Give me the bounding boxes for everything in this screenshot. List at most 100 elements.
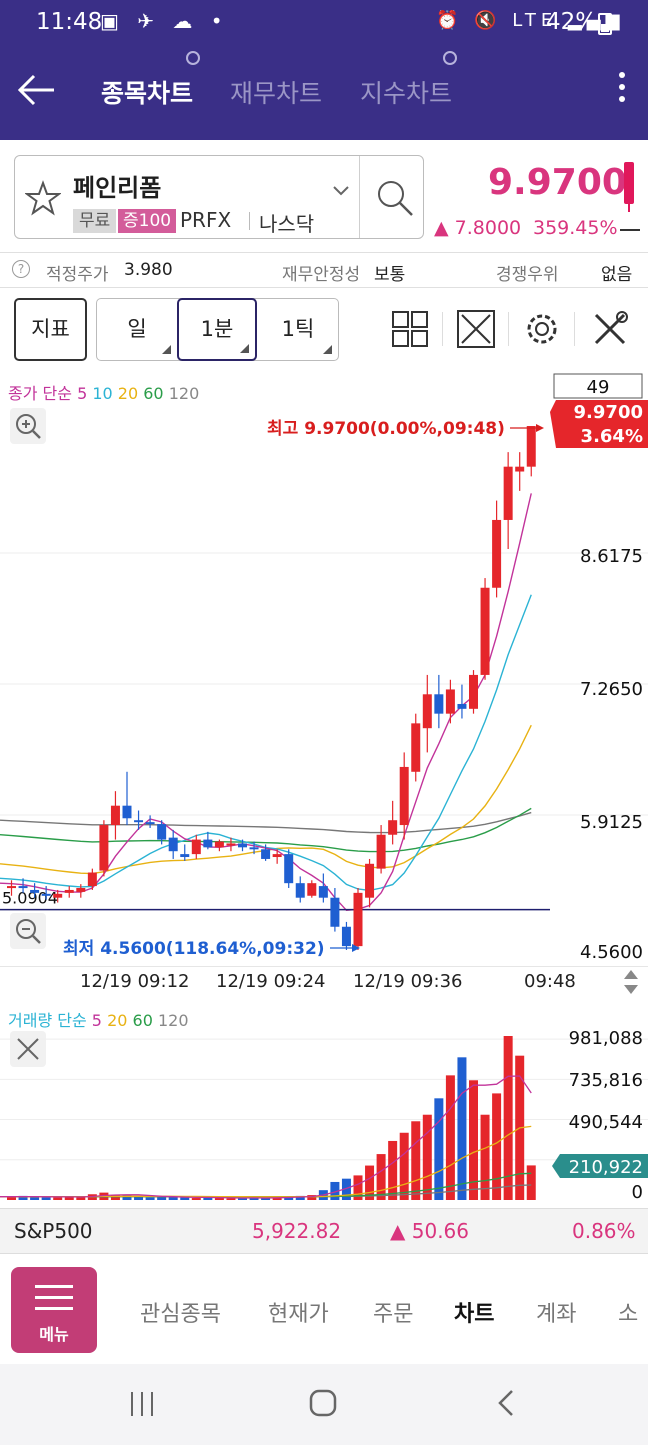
candle-body	[469, 674, 478, 709]
legend-ma60: 60	[132, 1011, 153, 1030]
tools-icon[interactable]	[590, 309, 630, 349]
chevron-down-icon[interactable]	[333, 186, 349, 196]
zoom-out-icon	[16, 919, 41, 944]
back-icon[interactable]	[494, 1388, 518, 1418]
price-ma-legend[interactable]: 종가 단순 5 10 20 60 120	[8, 380, 199, 404]
nav-order[interactable]: 주문	[373, 1302, 414, 1327]
favorite-star-icon[interactable]	[25, 180, 61, 216]
period-1min-button[interactable]: 1분	[177, 298, 257, 361]
more-menu-icon[interactable]	[610, 68, 634, 112]
volume-bar	[7, 1196, 16, 1200]
back-arrow-icon[interactable]	[14, 68, 58, 112]
price-candle-icon	[624, 162, 634, 204]
close-icon	[17, 1038, 39, 1060]
volume-y-tick-label: 490,544	[569, 1112, 643, 1133]
home-icon[interactable]	[308, 1388, 338, 1418]
volume-y-tick-label: 0	[632, 1182, 643, 1203]
candle-body	[180, 854, 190, 858]
volume-bar	[457, 1057, 467, 1200]
nav-current-price[interactable]: 현재가	[268, 1302, 329, 1327]
ma60-line	[0, 807, 532, 853]
candle-body	[30, 889, 40, 893]
index-value: 5,922.82	[252, 1219, 342, 1243]
index-ticker-bar[interactable]: S&P500 5,922.82 ▲ 50.66 0.86%	[0, 1208, 648, 1254]
legend-ma120: 120	[157, 1011, 189, 1030]
menu-button[interactable]: 메뉴	[11, 1267, 97, 1353]
scroll-updown-icon[interactable]	[622, 969, 640, 995]
volume-bar	[365, 1165, 375, 1200]
index-change: ▲ 50.66	[390, 1219, 469, 1243]
divider	[249, 212, 250, 230]
candle-body	[64, 889, 74, 893]
volume-bar	[76, 1196, 86, 1200]
legend-ma5: 5	[77, 384, 88, 403]
zoom-in-button[interactable]	[10, 408, 46, 444]
volume-bar	[341, 1178, 351, 1200]
volume-bar	[307, 1195, 317, 1200]
legend-title: 종가 단순	[8, 384, 72, 403]
candle-body	[41, 893, 51, 896]
tab-stock-chart[interactable]: 종목차트	[101, 79, 194, 108]
candle-body	[284, 854, 294, 884]
candle-body	[157, 824, 167, 840]
current-price: 9.9700	[488, 162, 627, 203]
nav-account[interactable]: 계좌	[536, 1302, 577, 1327]
nav-chart[interactable]: 차트	[454, 1302, 495, 1327]
current-pct-label: 3.64%	[581, 426, 643, 447]
candle-body	[53, 893, 63, 898]
zoom-out-button[interactable]	[10, 913, 46, 949]
dash-icon	[620, 229, 640, 231]
candle-body	[122, 805, 132, 819]
ma120-line	[0, 811, 532, 834]
y-tick-label: 7.2650	[580, 679, 643, 700]
nav-more[interactable]: 소	[618, 1302, 639, 1327]
candle-body	[214, 841, 224, 848]
candle-body	[238, 843, 247, 848]
volume-ma5-line	[0, 1075, 532, 1199]
volume-bar	[469, 1080, 478, 1200]
stock-selector[interactable]: 페인리폼 무료 증100 PRFX 나스닥	[14, 155, 424, 239]
volume-bar	[110, 1195, 120, 1200]
close-volume-button[interactable]	[10, 1031, 46, 1067]
expand-icon[interactable]	[456, 309, 496, 349]
period-1tick-button[interactable]: 1틱	[258, 299, 338, 360]
divider	[359, 156, 360, 238]
tab-financial-chart[interactable]: 재무차트	[230, 79, 323, 108]
settings-gear-icon[interactable]	[522, 309, 562, 349]
stability-value: 보통	[374, 265, 406, 285]
volume-ma-legend[interactable]: 거래량 단순 5 20 60 120	[8, 1007, 189, 1031]
candle-body	[134, 820, 144, 823]
recent-apps-icon[interactable]	[128, 1390, 156, 1418]
volume-bar	[41, 1197, 51, 1200]
volume-bar	[226, 1198, 236, 1200]
volume-bar	[480, 1114, 490, 1200]
price-volume-chart[interactable]: 5.0904 49 9.9700 3.64% 최고 9.9700(0.00%,09:48…	[0, 368, 648, 1206]
period-day-button[interactable]: 일	[97, 299, 177, 360]
reference-line-label: 5.0904	[2, 889, 58, 908]
volume-bar	[30, 1197, 40, 1200]
stock-code: PRFX	[180, 208, 232, 232]
volume-bar	[180, 1197, 190, 1200]
legend-ma60: 60	[143, 384, 164, 403]
candle-body	[191, 839, 201, 855]
candle-body	[341, 926, 351, 947]
layout-grid-icon[interactable]	[390, 309, 430, 349]
help-icon[interactable]: ?	[12, 260, 30, 278]
period-label: 1틱	[281, 317, 315, 341]
volume-bar	[203, 1197, 213, 1200]
volume-bar	[411, 1121, 421, 1200]
volume-bar	[399, 1132, 409, 1200]
tab-index-chart[interactable]: 지수차트	[360, 79, 453, 108]
time-axis: 12/19 09:12 12/19 09:24 12/19 09:36 09:4…	[0, 966, 648, 996]
candle-body	[295, 883, 305, 898]
legend-title: 거래량 단순	[8, 1011, 87, 1030]
volume-bar	[64, 1196, 74, 1200]
battery-percent: 42%	[546, 9, 598, 35]
indicator-button[interactable]: 지표	[14, 298, 87, 361]
candle-body	[492, 519, 502, 588]
search-icon[interactable]	[375, 178, 415, 218]
menu-label: 메뉴	[39, 1325, 69, 1344]
nav-watchlist[interactable]: 관심종목	[140, 1302, 221, 1327]
y-tick-label: 4.5600	[580, 942, 643, 963]
volume-bar	[388, 1140, 398, 1200]
